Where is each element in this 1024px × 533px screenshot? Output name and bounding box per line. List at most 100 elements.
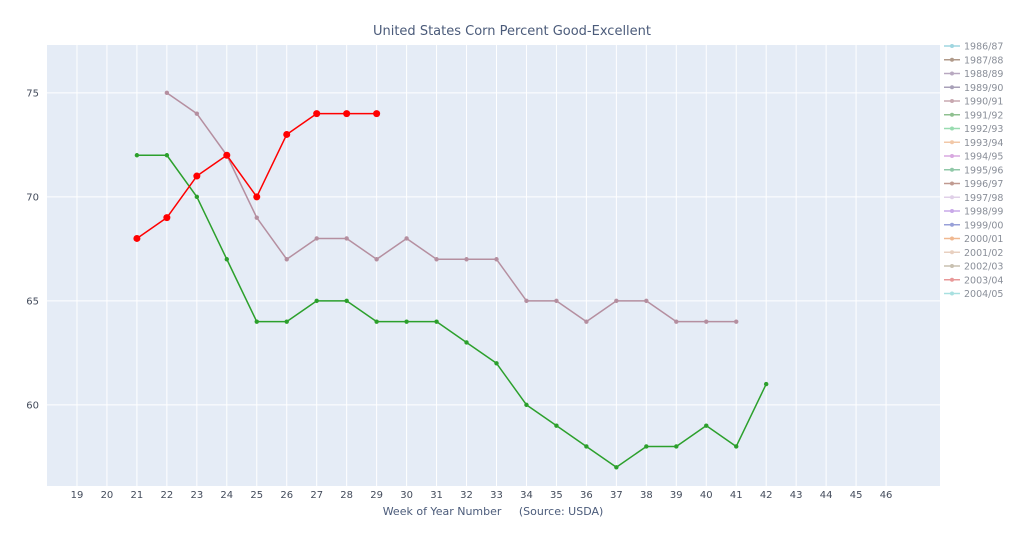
data-point: [524, 402, 529, 408]
x-tick-label: 30: [400, 490, 413, 501]
legend-label: 2002/03: [964, 262, 1003, 273]
data-point: [313, 110, 321, 118]
legend-item[interactable]: 1998/99: [944, 207, 1003, 218]
x-tick-label: 29: [370, 490, 383, 501]
legend-swatch-marker: [950, 195, 954, 200]
legend-item[interactable]: 1987/88: [944, 55, 1003, 66]
legend-item[interactable]: 1991/92: [944, 110, 1003, 121]
data-point: [283, 130, 291, 138]
legend-swatch-marker: [950, 209, 954, 213]
x-tick-label: 22: [160, 490, 173, 501]
x-tick-label: 44: [820, 490, 833, 501]
y-tick-label: 65: [26, 296, 39, 307]
legend-swatch-marker: [950, 222, 954, 227]
legend-item[interactable]: 2003/04: [944, 275, 1003, 286]
data-point: [763, 381, 769, 387]
data-point: [584, 444, 589, 449]
data-point: [734, 319, 739, 324]
x-tick-label: 33: [490, 490, 503, 501]
legend-item[interactable]: 1993/94: [944, 138, 1003, 149]
chart-title: United States Corn Percent Good-Excellen…: [373, 24, 651, 39]
legend-swatch-marker: [950, 99, 954, 103]
legend-item[interactable]: 1995/96: [944, 165, 1003, 176]
data-point: [554, 298, 559, 304]
legend-label: 1986/87: [964, 42, 1003, 53]
data-point: [374, 257, 379, 262]
legend-item[interactable]: 1986/87: [944, 42, 1003, 53]
x-tick-label: 20: [101, 490, 114, 501]
x-tick-label: 35: [550, 490, 563, 501]
y-tick-label: 75: [26, 88, 39, 99]
legend-swatch-marker: [950, 85, 954, 90]
x-tick-label: 39: [670, 490, 683, 501]
data-point: [644, 298, 649, 304]
legend-item[interactable]: 1992/93: [944, 124, 1003, 135]
data-point: [644, 444, 649, 449]
legend-label: 2003/04: [964, 275, 1003, 286]
legend: 1986/87 1987/88 1988/89 1989/90 1990/91 1991/…: [944, 42, 1003, 300]
legend-label: 1990/91: [964, 97, 1003, 108]
x-tick-label: 19: [71, 490, 84, 501]
x-tick-label: 32: [460, 490, 473, 501]
series-line: [166, 92, 737, 323]
legend-item[interactable]: 2002/03: [944, 262, 1003, 273]
legend-swatch-marker: [950, 44, 954, 48]
legend-item[interactable]: 1999/00: [944, 220, 1003, 231]
data-point: [164, 153, 170, 158]
legend-label: 1994/95: [964, 152, 1003, 163]
x-tick-label: 23: [190, 490, 203, 501]
data-point: [284, 319, 289, 324]
legend-label: 1998/99: [964, 207, 1003, 218]
data-point: [374, 319, 379, 324]
x-tick-label: 41: [730, 490, 743, 501]
legend-item[interactable]: 1990/91: [944, 97, 1003, 108]
data-point: [134, 153, 140, 158]
legend-item[interactable]: 1989/90: [944, 83, 1003, 94]
series-2: [133, 110, 381, 242]
data-point: [373, 110, 381, 118]
data-point: [434, 319, 439, 324]
data-point: [674, 444, 679, 449]
legend-swatch-marker: [950, 277, 954, 282]
data-point: [494, 257, 499, 262]
data-point: [614, 298, 619, 304]
data-point: [704, 423, 709, 428]
legend-item[interactable]: 2004/05: [944, 289, 1003, 300]
data-point: [163, 214, 171, 222]
series-layer: [133, 90, 769, 470]
legend-item[interactable]: 1997/98: [944, 193, 1003, 204]
legend-item[interactable]: 1988/89: [944, 69, 1003, 80]
legend-label: 1988/89: [964, 69, 1003, 80]
x-tick-label: 36: [580, 490, 593, 501]
legend-item[interactable]: 1994/95: [944, 152, 1003, 163]
legend-label: 1997/98: [964, 193, 1003, 204]
x-tick-label: 24: [220, 490, 233, 501]
legend-swatch-marker: [950, 112, 954, 117]
data-point: [434, 257, 439, 262]
data-point: [344, 236, 349, 241]
data-point: [164, 90, 170, 96]
data-point: [404, 236, 409, 241]
data-point: [133, 234, 141, 242]
legend-item[interactable]: 1996/97: [944, 179, 1003, 190]
x-tick-label: 21: [131, 490, 144, 501]
x-gridlines: [76, 45, 887, 486]
legend-item[interactable]: 2000/01: [944, 234, 1003, 245]
x-tick-label: 42: [760, 490, 773, 501]
data-point: [194, 194, 200, 200]
legend-label: 1995/96: [964, 165, 1003, 176]
legend-label: 1996/97: [964, 179, 1003, 190]
legend-label: 1991/92: [964, 110, 1003, 121]
data-point: [554, 423, 559, 428]
data-point: [404, 319, 409, 324]
data-point: [494, 361, 499, 366]
legend-item[interactable]: 2001/02: [944, 248, 1003, 259]
x-tick-label: 26: [280, 490, 293, 501]
legend-swatch-marker: [950, 167, 954, 172]
data-point: [314, 236, 319, 241]
y-tick-label: 60: [26, 400, 39, 411]
data-point: [254, 319, 259, 324]
legend-swatch-marker: [950, 57, 954, 62]
data-point: [614, 465, 619, 470]
